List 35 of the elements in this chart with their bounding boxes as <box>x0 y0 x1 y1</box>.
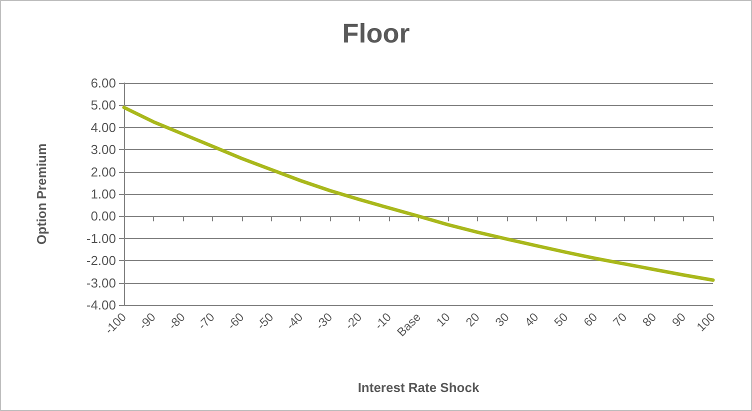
y-tick-label: 2.00 <box>90 164 116 180</box>
x-tick-label: -50 <box>254 310 276 332</box>
x-tick-label: 10 <box>434 310 454 330</box>
y-tick-label: -4.00 <box>86 298 116 312</box>
x-tick-label: -90 <box>136 310 159 332</box>
x-axis-title: Interest Rate Shock <box>358 380 480 395</box>
y-tick-label: 4.00 <box>90 120 116 135</box>
x-tick-label: 90 <box>669 310 689 330</box>
x-tick-label: -100 <box>102 310 130 337</box>
x-tick-label: 60 <box>580 310 600 330</box>
x-tick-label: -70 <box>195 310 218 332</box>
x-tick-label: 80 <box>640 310 660 330</box>
x-tick-label: 40 <box>522 310 542 330</box>
x-tick-label: -10 <box>372 310 394 332</box>
x-tick-label: 30 <box>492 310 512 330</box>
x-tick-label: -20 <box>342 310 365 332</box>
x-tick-label: 100 <box>694 310 718 334</box>
y-tick-label: 6.00 <box>90 76 116 90</box>
y-axis-title: Option Premium <box>34 143 49 245</box>
y-tick-label: 5.00 <box>90 98 116 113</box>
x-tick-label: 20 <box>463 310 483 330</box>
x-tick-label: -60 <box>224 310 247 332</box>
y-tick-label: -3.00 <box>86 275 116 290</box>
x-tick-label: -80 <box>166 310 188 332</box>
x-tick-label: 50 <box>551 310 571 330</box>
x-tick-label: -40 <box>283 310 306 332</box>
y-tick-label: -1.00 <box>86 230 116 246</box>
x-tick-label: -30 <box>312 310 336 332</box>
line-series <box>122 106 715 282</box>
y-tick-label: 3.00 <box>90 142 116 158</box>
y-tick-label: 1.00 <box>90 186 116 202</box>
y-tick-label: 0.00 <box>90 208 116 224</box>
y-tick-label: -2.00 <box>86 253 116 268</box>
chart-title: Floor <box>342 18 410 48</box>
x-tick-label: 70 <box>610 310 630 330</box>
